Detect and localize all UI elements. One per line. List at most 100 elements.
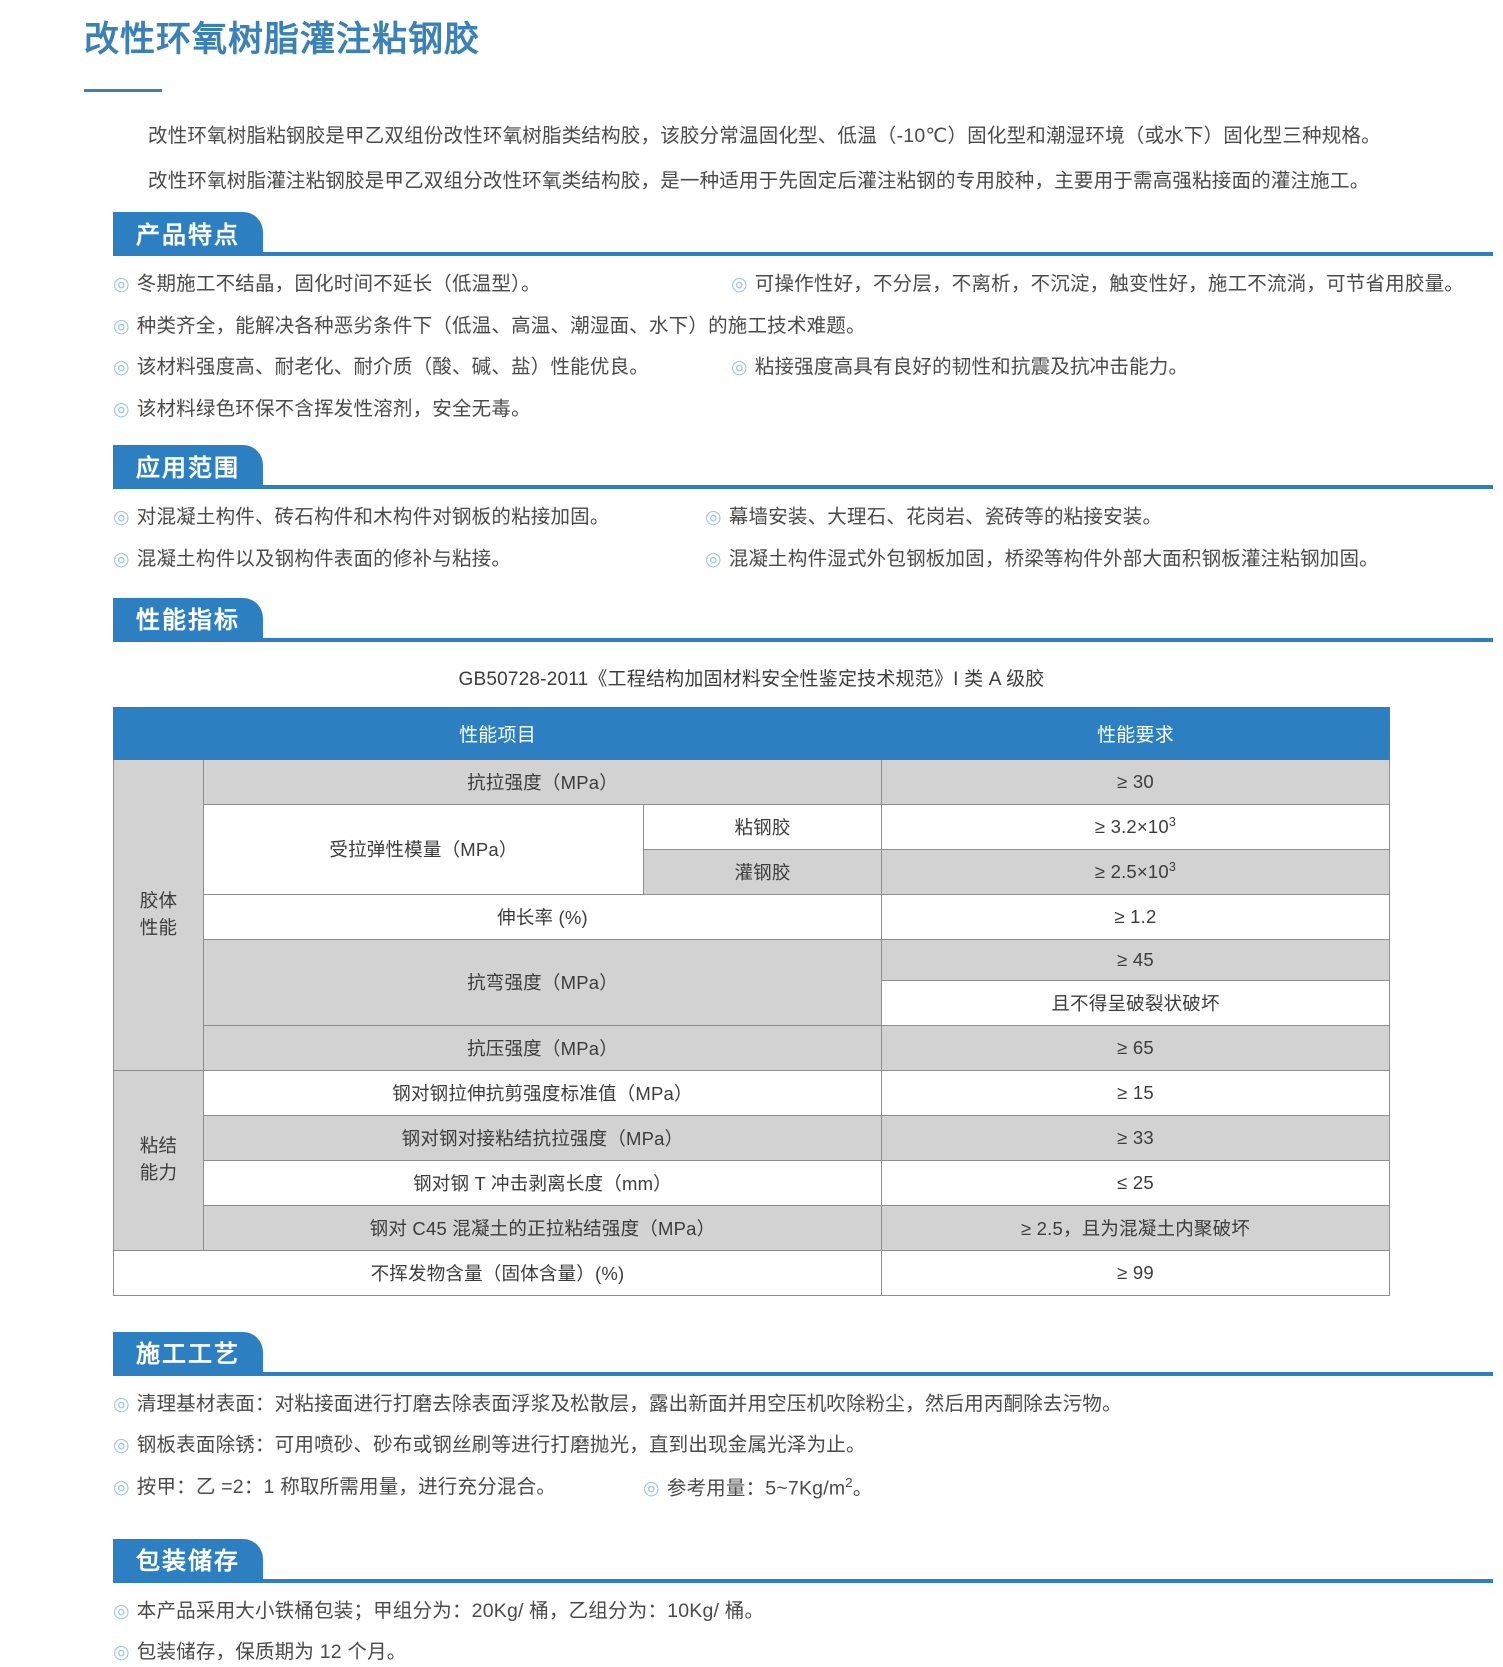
list-item: ◎ 种类齐全，能解决各种恶劣条件下（低温、高温、潮湿面、水下）的施工技术难题。 <box>113 312 1489 341</box>
table-row: 钢对钢 T 冲击剥离长度（mm） ≤ 25 <box>114 1159 1390 1206</box>
process-text: 清理基材表面：对粘接面进行打磨去除表面浮浆及松散层，露出新面并用空压机吹除粉尘，… <box>136 1392 1122 1415</box>
list-item: ◎ 该材料强度高、耐老化、耐介质（酸、碱、盐）性能优良。 ◎ 粘接强度高具有良好… <box>113 353 1489 382</box>
dosage-text: 参考用量：5~7Kg/m2。 <box>667 1473 873 1503</box>
sub-item-cell: 粘钢胶 <box>643 803 882 850</box>
value-cell: ≥ 1.2 <box>881 893 1390 940</box>
item-cell: 钢对钢对接粘结抗拉强度（MPa） <box>203 1114 882 1161</box>
list-item: ◎ 对混凝土构件、砖石构件和木构件对钢板的粘接加固。 ◎ 幕墙安装、大理石、花岗… <box>113 503 1489 532</box>
application-item: ◎ 混凝土构件湿式外包钢板加固，桥梁等构件外部大面积钢板灌注粘钢加固。 <box>705 545 1379 574</box>
section-performance: 性能指标 GB50728-2011《工程结构加固材料安全性鉴定技术规范》I 类 … <box>0 597 1503 1296</box>
section-title-application: 应用范围 <box>136 454 240 482</box>
table-row: 粘结 能力 钢对钢拉伸抗剪强度标准值（MPa） ≥ 15 <box>113 1069 1390 1251</box>
category-cell-colloid: 胶体 性能 <box>113 758 204 1071</box>
section-bar <box>113 1578 1493 1583</box>
table-row: 且不得呈破裂状破坏 <box>114 979 1390 1026</box>
packaging-item: ◎ 包装储存，保质期为 12 个月。 <box>113 1638 407 1667</box>
spec-table-wrapper: 性能项目 性能要求 胶体 性能 抗拉强度（MPa） ≥ 30 <box>0 706 1503 1296</box>
item-cell: 钢对钢 T 冲击剥离长度（mm） <box>203 1159 882 1206</box>
process-text: 钢板表面除锈：可用喷砂、砂布或钢丝刷等进行打磨抛光，直到出现金属光泽为止。 <box>136 1434 866 1457</box>
section-title-packaging: 包装储存 <box>136 1548 240 1576</box>
table-row: 抗压强度（MPa） ≥ 65 <box>114 1024 1390 1071</box>
table-header-row: 性能项目 性能要求 <box>113 706 1390 760</box>
feature-text: 粘接强度高具有良好的韧性和抗震及抗冲击能力。 <box>754 356 1189 379</box>
application-item: ◎ 幕墙安装、大理石、花岗岩、瓷砖等的粘接安装。 <box>705 503 1162 532</box>
bullet-circle-icon: ◎ <box>113 1642 130 1664</box>
value-cell: 且不得呈破裂状破坏 <box>881 979 1390 1026</box>
value-cell: ≥ 2.5×103 <box>881 848 1390 895</box>
item-cell: 钢对钢拉伸抗剪强度标准值（MPa） <box>203 1069 882 1116</box>
list-item: ◎ 按甲：乙 =2：1 称取所需用量，进行充分混合。 ◎ 参考用量：5~7Kg/… <box>113 1473 1489 1503</box>
table-row: 钢对 C45 混凝土的正拉粘结强度（MPa） ≥ 2.5，且为混凝土内聚破坏 <box>114 1204 1390 1251</box>
table-row: 抗弯强度（MPa） ≥ 45 <box>114 938 1390 1026</box>
bullet-circle-icon: ◎ <box>113 398 130 420</box>
table-row: 受拉弹性模量（MPa） 粘钢胶 ≥ 3.2×103 <box>114 803 1390 895</box>
section-bar <box>113 1371 1493 1376</box>
category-cell-bonding: 粘结 能力 <box>113 1069 204 1251</box>
application-text: 混凝土构件以及钢构件表面的修补与粘接。 <box>136 547 512 570</box>
feature-text: 该材料绿色环保不含挥发性溶剂，安全无毒。 <box>136 397 531 420</box>
standard-reference-line: GB50728-2011《工程结构加固材料安全性鉴定技术规范》I 类 A 级胶 <box>458 668 1045 690</box>
feature-text: 冬期施工不结晶，固化时间不延长（低温型）。 <box>136 273 541 296</box>
value-text: ≥ 3.2×10 <box>1094 816 1169 838</box>
section-features: 产品特点 ◎ 冬期施工不结晶，固化时间不延长（低温型）。 ◎ 可操作性好，不分层… <box>0 212 1503 423</box>
section-header-packaging: 包装储存 <box>113 1538 1493 1583</box>
value-cell: ≥ 33 <box>881 1114 1390 1161</box>
list-item: ◎ 该材料绿色环保不含挥发性溶剂，安全无毒。 <box>113 395 1489 424</box>
item-cell: 抗拉强度（MPa） <box>203 758 882 805</box>
category-label-line2: 性能 <box>139 916 178 938</box>
section-header-performance: 性能指标 <box>113 597 1493 642</box>
application-text: 混凝土构件湿式外包钢板加固，桥梁等构件外部大面积钢板灌注粘钢加固。 <box>728 547 1379 570</box>
value-cell: ≥ 3.2×103 <box>881 803 1390 850</box>
list-item: ◎ 钢板表面除锈：可用喷砂、砂布或钢丝刷等进行打磨抛光，直到出现金属光泽为止。 <box>113 1431 1489 1460</box>
category-label-line1: 胶体 <box>139 889 178 911</box>
value-exponent: 3 <box>1168 814 1177 829</box>
process-item-dosage: ◎ 参考用量：5~7Kg/m2。 <box>643 1473 873 1503</box>
process-item: ◎ 钢板表面除锈：可用喷砂、砂布或钢丝刷等进行打磨抛光，直到出现金属光泽为止。 <box>113 1431 866 1460</box>
bullet-circle-icon: ◎ <box>113 357 130 379</box>
section-title-features: 产品特点 <box>136 221 240 249</box>
page-title: 改性环氧树脂灌注粘钢胶 <box>84 20 481 59</box>
section-header-process: 施工工艺 <box>113 1331 1493 1376</box>
list-item: ◎ 冬期施工不结晶，固化时间不延长（低温型）。 ◎ 可操作性好，不分层，不离析，… <box>113 270 1489 299</box>
intro-paragraph-2: 改性环氧树脂灌注粘钢胶是甲乙双组分改性环氧类结构胶，是一种适用于先固定后灌注粘钢… <box>148 170 1370 192</box>
item-cell: 伸长率 (%) <box>203 893 882 940</box>
bullet-circle-icon: ◎ <box>113 1435 130 1457</box>
application-text: 幕墙安装、大理石、花岗岩、瓷砖等的粘接安装。 <box>728 506 1163 529</box>
value-cell: ≥ 65 <box>881 1024 1390 1071</box>
dosage-prefix: 参考用量：5~7Kg/m <box>666 1477 846 1500</box>
section-bar <box>113 637 1493 642</box>
section-tab-application: 应用范围 <box>113 445 263 486</box>
column-header-requirement: 性能要求 <box>881 706 1390 760</box>
process-bullet-list: ◎ 清理基材表面：对粘接面进行打磨去除表面浮浆及松散层，露出新面并用空压机吹除粉… <box>0 1390 1503 1503</box>
section-tab-process: 施工工艺 <box>113 1331 263 1372</box>
intro-paragraphs: 改性环氧树脂粘钢胶是甲乙双组份改性环氧树脂类结构胶，该胶分常温固化型、低温（-1… <box>0 122 1503 197</box>
value-cell: ≥ 2.5，且为混凝土内聚破坏 <box>881 1204 1390 1251</box>
dosage-exponent: 2 <box>845 1474 853 1490</box>
bullet-circle-icon: ◎ <box>731 357 748 379</box>
bullet-circle-icon: ◎ <box>113 315 130 337</box>
section-title-performance: 性能指标 <box>136 607 240 635</box>
item-cell: 抗弯强度（MPa） <box>203 938 882 1026</box>
list-item: ◎ 包装储存，保质期为 12 个月。 <box>113 1638 1489 1667</box>
title-underline-rule <box>84 88 162 92</box>
dosage-suffix: 。 <box>852 1477 873 1500</box>
value-exponent: 3 <box>1168 859 1177 874</box>
section-header-features: 产品特点 <box>113 212 1493 257</box>
feature-item: ◎ 可操作性好，不分层，不离析，不沉淀，触变性好，施工不流淌，可节省用胶量。 <box>731 270 1464 299</box>
bullet-circle-icon: ◎ <box>113 1476 130 1498</box>
section-title-process: 施工工艺 <box>136 1341 240 1369</box>
feature-item: ◎ 种类齐全，能解决各种恶劣条件下（低温、高温、潮湿面、水下）的施工技术难题。 <box>113 312 866 341</box>
title-block: 改性环氧树脂灌注粘钢胶 <box>0 0 1503 92</box>
value-cell: ≥ 30 <box>881 758 1390 805</box>
section-header-application: 应用范围 <box>113 445 1493 490</box>
item-cell: 不挥发物含量（固体含量）(%) <box>113 1249 882 1296</box>
bullet-circle-icon: ◎ <box>643 1478 660 1500</box>
process-text: 按甲：乙 =2：1 称取所需用量，进行充分混合。 <box>136 1475 556 1498</box>
feature-item: ◎ 该材料绿色环保不含挥发性溶剂，安全无毒。 <box>113 395 531 424</box>
value-cell: ≥ 15 <box>881 1069 1390 1116</box>
section-bar <box>113 485 1493 490</box>
application-bullet-list: ◎ 对混凝土构件、砖石构件和木构件对钢板的粘接加固。 ◎ 幕墙安装、大理石、花岗… <box>0 503 1503 573</box>
category-label-line2: 能力 <box>139 1162 178 1184</box>
bullet-circle-icon: ◎ <box>113 1393 130 1415</box>
